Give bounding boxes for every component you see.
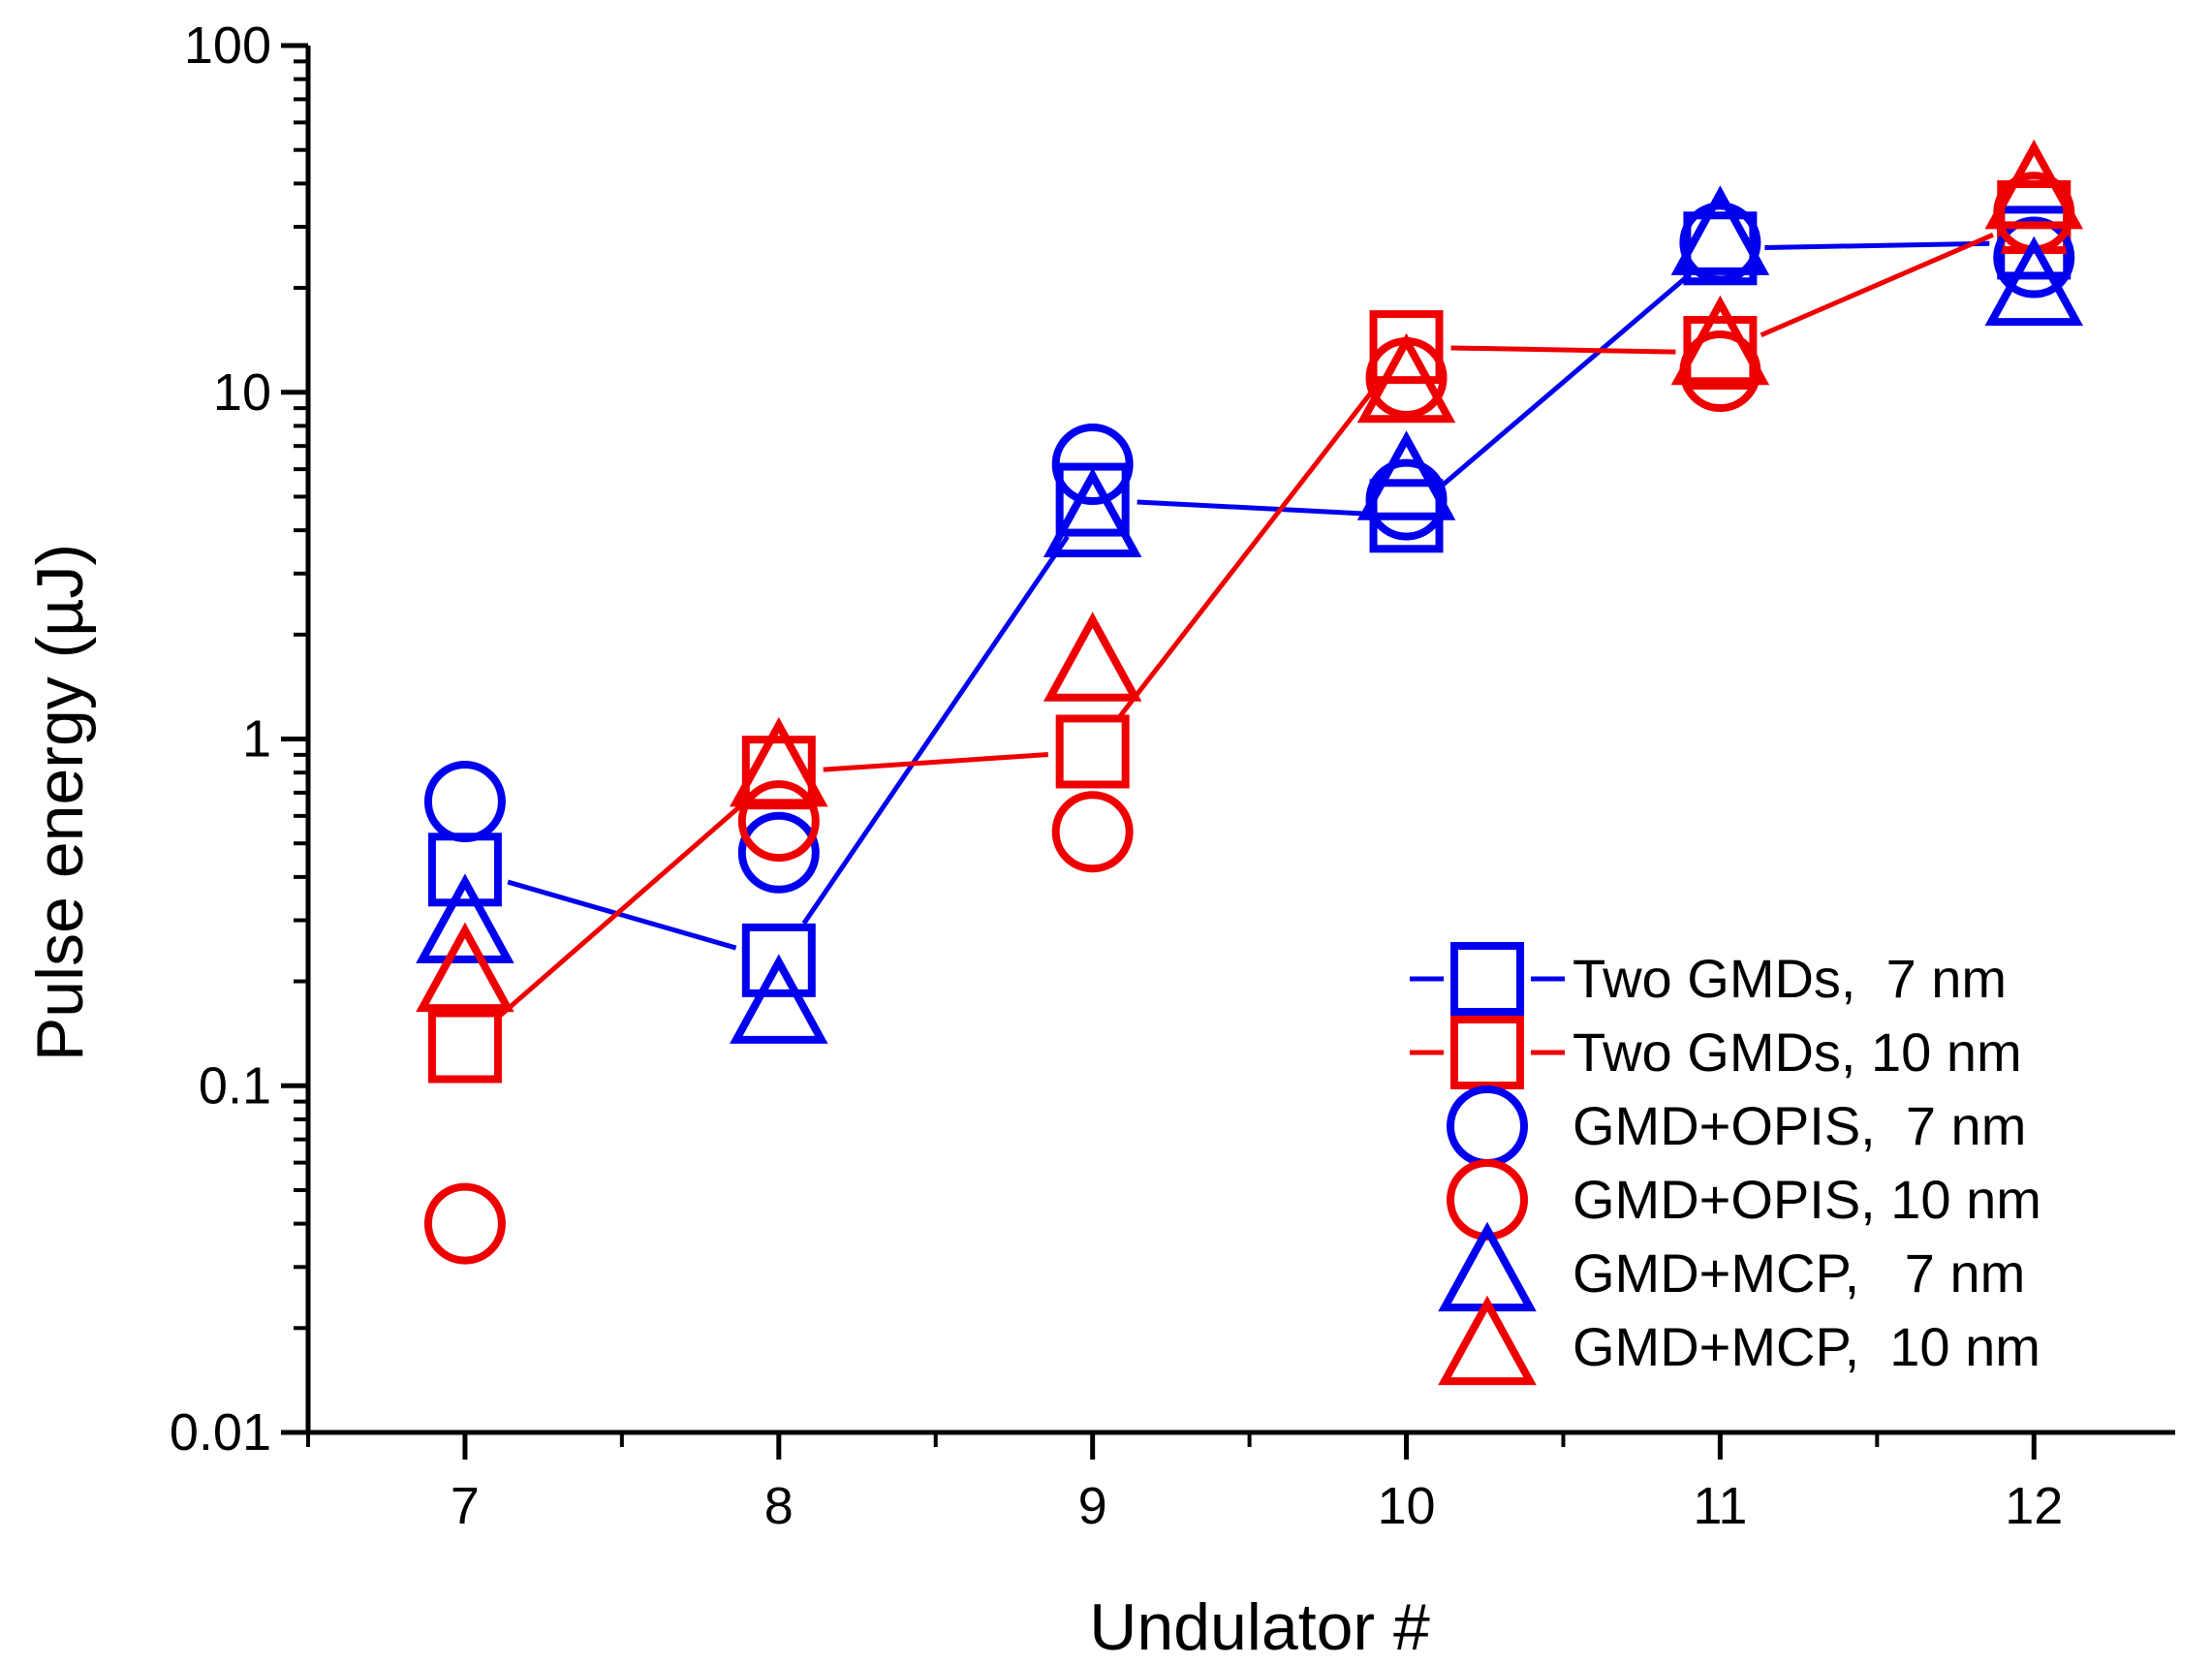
data-point-square — [1369, 310, 1444, 385]
series-line-segment — [496, 800, 747, 1020]
axes: 0.01 0.1 1 10 100 7 8 9 10 11 12 — [170, 16, 2175, 1535]
x-tick-label: 9 — [1078, 1477, 1107, 1535]
series-line-segment — [1117, 380, 1382, 718]
legend-label: GMD+OPIS, 10 nm — [1573, 1169, 2041, 1230]
data-point-triangle — [1356, 332, 1456, 424]
y-tick-label: 100 — [184, 16, 271, 75]
series-line-segment — [507, 879, 737, 951]
x-axis-label: Undulator # — [1089, 1590, 1430, 1664]
data-point-circle — [1051, 791, 1134, 873]
data-point-circle — [423, 761, 506, 843]
y-tick-label: 0.1 — [199, 1056, 271, 1115]
legend-entry: GMD+OPIS, 7 nm — [1447, 1085, 2026, 1167]
data-point-circle — [1051, 424, 1134, 506]
data-point-circle — [1365, 458, 1448, 541]
legend-label: GMD+OPIS, 7 nm — [1573, 1095, 2026, 1156]
data-point-triangle — [416, 873, 514, 963]
data-point-triangle — [1043, 612, 1142, 702]
data-point-square — [427, 1009, 502, 1084]
data-point-circle — [737, 780, 820, 863]
legend-marker-square — [1450, 1016, 1524, 1089]
legend-entry: Two GMDs, 10 nm — [1410, 1016, 2022, 1089]
data-point-triangle — [730, 716, 828, 807]
series-line-segment — [1764, 240, 1990, 250]
data-point-circle — [1993, 216, 2075, 299]
series-lines — [496, 232, 1995, 1020]
data-point-triangle — [1984, 236, 2084, 327]
x-tick-label: 11 — [1693, 1477, 1747, 1535]
data-point-square — [427, 833, 502, 907]
y-tick-label: 10 — [213, 363, 271, 422]
legend-label: Two GMDs, 10 nm — [1573, 1022, 2022, 1083]
legend-entry: Two GMDs, 7 nm — [1410, 942, 2007, 1016]
legend-label: GMD+MCP, 10 nm — [1573, 1316, 2041, 1377]
x-tick-label: 7 — [451, 1477, 480, 1535]
legend-marker-circle — [1447, 1085, 1528, 1167]
data-point-square — [741, 923, 816, 997]
series-line-segment — [823, 752, 1048, 772]
y-tick-label: 1 — [242, 710, 271, 769]
data-point-triangle — [416, 922, 514, 1013]
legend-marker-square — [1450, 942, 1524, 1016]
series-line-segment — [801, 535, 1070, 926]
legend-marker-triangle — [1438, 1295, 1537, 1386]
series-line-segment — [1137, 499, 1362, 517]
legend-entry: GMD+MCP, 7 nm — [1438, 1221, 2025, 1312]
legend-label: Two GMDs, 7 nm — [1573, 948, 2007, 1009]
legend-label: GMD+MCP, 7 nm — [1573, 1242, 2025, 1304]
x-tick-label: 10 — [1377, 1477, 1435, 1535]
series-line-segment — [1450, 345, 1676, 355]
legend-entry: GMD+OPIS, 10 nm — [1447, 1159, 2041, 1241]
x-tick-label: 8 — [764, 1477, 794, 1535]
data-point-triangle — [730, 954, 828, 1044]
y-axis-label: Pulse energy (µJ) — [23, 544, 97, 1061]
data-point-square — [1055, 714, 1130, 789]
x-tick-label: 12 — [2005, 1477, 2063, 1535]
data-point-square — [1055, 462, 1130, 537]
data-point-triangle — [1670, 185, 1770, 275]
data-point-triangle — [1356, 430, 1456, 520]
legend-entry: GMD+MCP, 10 nm — [1438, 1295, 2041, 1386]
y-tick-label: 0.01 — [170, 1403, 271, 1462]
legend: Two GMDs, 7 nm Two GMDs, 10 nm GMD+OPIS, 7… — [1410, 942, 2041, 1386]
data-point-triangle — [1670, 295, 1770, 386]
series-line-segment — [1438, 275, 1689, 489]
data-point-triangle — [1984, 139, 2084, 230]
series-markers — [416, 139, 2084, 1265]
series-line-segment — [1760, 232, 1995, 338]
data-point-circle — [737, 811, 820, 894]
data-point-circle — [423, 1182, 506, 1265]
data-point-circle — [1679, 202, 1761, 284]
data-point-triangle — [1043, 467, 1142, 557]
